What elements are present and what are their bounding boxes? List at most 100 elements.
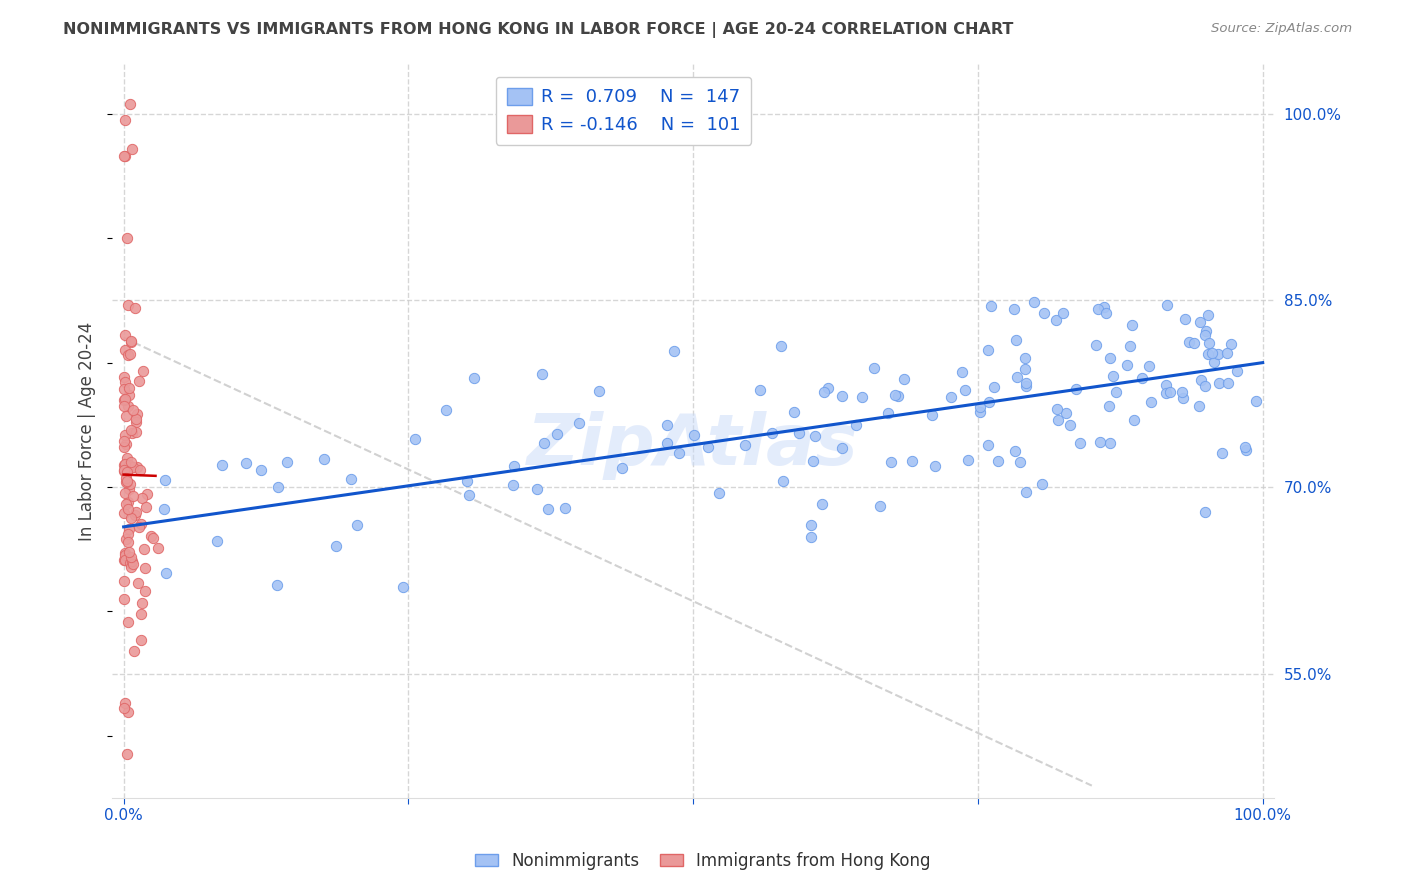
Point bbox=[845, 417, 868, 432]
Point bbox=[114, 327, 136, 342]
Point bbox=[112, 591, 135, 606]
Point bbox=[125, 407, 148, 421]
Point bbox=[1156, 298, 1178, 312]
Point bbox=[121, 557, 143, 571]
Point bbox=[152, 502, 174, 516]
Point bbox=[135, 486, 157, 500]
Point bbox=[122, 643, 145, 657]
Point bbox=[1098, 400, 1121, 414]
Point bbox=[1014, 362, 1036, 376]
Point bbox=[955, 383, 977, 397]
Point bbox=[657, 418, 679, 433]
Point bbox=[803, 429, 825, 443]
Point bbox=[121, 426, 143, 441]
Point bbox=[112, 440, 135, 454]
Point bbox=[761, 425, 783, 440]
Point bbox=[131, 632, 153, 647]
Point bbox=[115, 409, 138, 423]
Point bbox=[112, 700, 135, 714]
Point bbox=[697, 440, 720, 454]
Point bbox=[831, 388, 853, 402]
Point bbox=[235, 456, 257, 470]
Point bbox=[114, 399, 136, 413]
Point bbox=[1140, 395, 1163, 409]
Point bbox=[114, 113, 136, 128]
Text: ZipAtlas: ZipAtlas bbox=[527, 411, 859, 480]
Point bbox=[1014, 351, 1036, 365]
Point bbox=[1174, 312, 1197, 326]
Point bbox=[114, 437, 136, 451]
Legend: Nonimmigrants, Immigrants from Hong Kong: Nonimmigrants, Immigrants from Hong Kong bbox=[468, 846, 938, 877]
Point bbox=[134, 583, 156, 598]
Point bbox=[325, 539, 347, 553]
Point bbox=[1189, 373, 1212, 387]
Point bbox=[1087, 302, 1109, 317]
Point bbox=[1015, 484, 1038, 499]
Point bbox=[1187, 399, 1209, 413]
Point bbox=[1216, 376, 1239, 391]
Point bbox=[125, 415, 148, 429]
Point bbox=[1194, 327, 1216, 342]
Point bbox=[1159, 385, 1181, 400]
Point bbox=[114, 376, 136, 390]
Point bbox=[1195, 324, 1218, 338]
Point bbox=[117, 298, 139, 312]
Point bbox=[662, 343, 685, 358]
Point bbox=[1188, 315, 1211, 329]
Point bbox=[983, 380, 1005, 394]
Point bbox=[120, 557, 142, 571]
Point bbox=[969, 405, 991, 419]
Point bbox=[1123, 413, 1146, 427]
Point bbox=[121, 142, 143, 156]
Point bbox=[115, 467, 138, 481]
Point bbox=[1184, 336, 1206, 351]
Point bbox=[1052, 306, 1074, 320]
Point bbox=[118, 388, 141, 402]
Point bbox=[862, 360, 884, 375]
Point bbox=[129, 607, 152, 621]
Point bbox=[114, 427, 136, 442]
Point bbox=[1206, 347, 1229, 361]
Point bbox=[122, 489, 145, 503]
Point bbox=[924, 459, 946, 474]
Point bbox=[1178, 335, 1201, 350]
Point bbox=[876, 406, 898, 420]
Point bbox=[118, 381, 141, 395]
Point bbox=[125, 505, 148, 519]
Point bbox=[1115, 358, 1137, 372]
Point bbox=[131, 596, 153, 610]
Point bbox=[1154, 386, 1177, 401]
Point bbox=[118, 347, 141, 361]
Point bbox=[976, 343, 998, 358]
Point bbox=[117, 495, 139, 509]
Point bbox=[941, 390, 963, 404]
Point bbox=[1154, 377, 1177, 392]
Point bbox=[1171, 391, 1194, 405]
Point bbox=[1094, 306, 1116, 320]
Point bbox=[893, 372, 915, 386]
Point bbox=[114, 548, 136, 562]
Point bbox=[125, 425, 148, 440]
Point bbox=[709, 486, 731, 500]
Point bbox=[276, 455, 298, 469]
Point bbox=[1004, 334, 1026, 348]
Point bbox=[657, 436, 679, 450]
Point bbox=[1098, 351, 1121, 365]
Point bbox=[1201, 346, 1223, 360]
Point bbox=[112, 506, 135, 520]
Point bbox=[1064, 383, 1087, 397]
Point bbox=[114, 149, 136, 163]
Point bbox=[1226, 364, 1249, 378]
Point bbox=[1198, 335, 1220, 350]
Point bbox=[120, 455, 142, 469]
Point bbox=[969, 401, 991, 415]
Point bbox=[787, 426, 810, 441]
Point bbox=[533, 435, 555, 450]
Point bbox=[817, 381, 839, 395]
Point bbox=[588, 384, 610, 398]
Point bbox=[1002, 302, 1025, 317]
Point bbox=[114, 696, 136, 710]
Point bbox=[979, 394, 1001, 409]
Point bbox=[1046, 401, 1069, 416]
Point bbox=[155, 566, 177, 580]
